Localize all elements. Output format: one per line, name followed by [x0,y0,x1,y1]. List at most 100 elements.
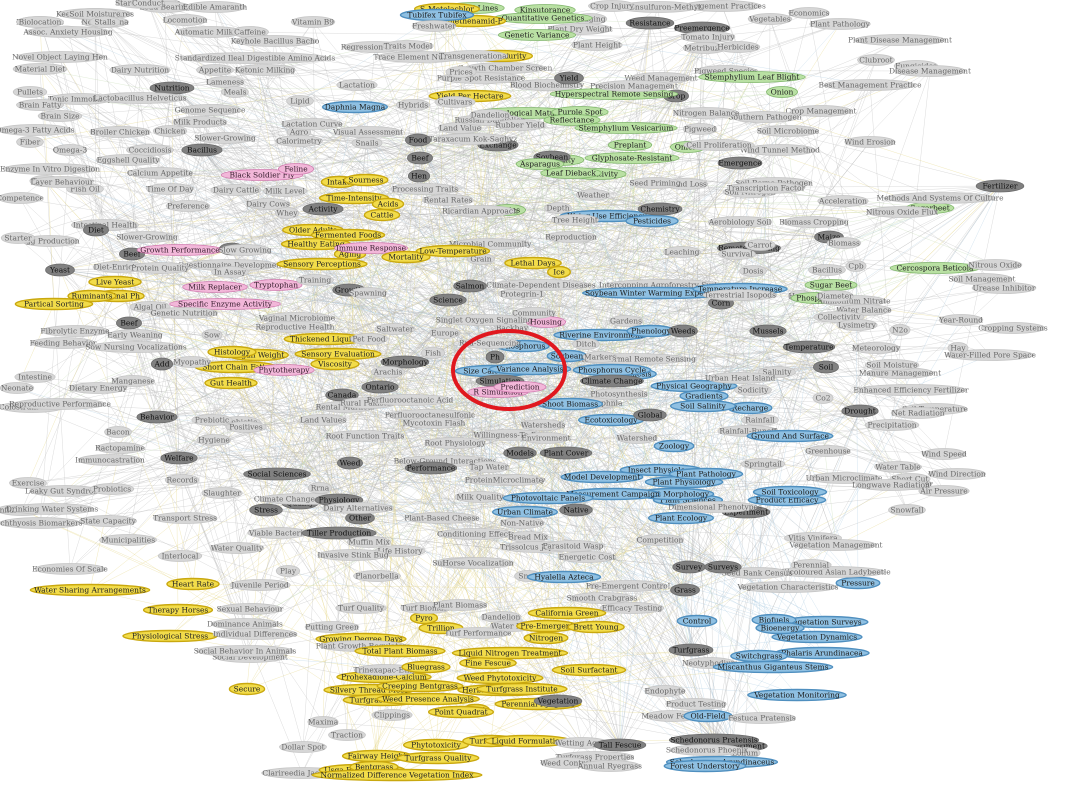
node-watershed[interactable]: Watershed [616,432,658,444]
node-standardized-ileal-digestible-amino-acids[interactable]: Standardized Ileal Digestible Amino Acid… [175,52,336,64]
node-salmon[interactable]: Salmon [453,279,487,293]
node-precipitation[interactable]: Precipitation [864,419,920,431]
node-caffeine[interactable]: Caffeine [231,26,269,38]
node-traits-model[interactable]: Traits Model [382,40,434,52]
node-novel-object-laying-hen[interactable]: Novel Object Laying Hen [12,51,108,63]
node-soil-toxicology[interactable]: Soil Toxicology [752,485,828,499]
node-precision-management[interactable]: Precision Management [590,80,678,92]
node-global[interactable]: Global [633,408,667,422]
node-prediction[interactable]: Prediction [493,381,547,393]
node-yield[interactable]: Yield [554,71,584,85]
node-perennial[interactable]: Perennial [790,559,832,571]
node-water-quality[interactable]: Water Quality [209,542,265,554]
node-social-sciences[interactable]: Social Sciences [243,467,311,481]
node-weed-phytotoxicity[interactable]: Weed Phytotoxicity [456,671,544,685]
node-rental-rates[interactable]: Rental Rates [422,194,474,206]
node-coccidiosis[interactable]: Coccidiosis [126,144,174,156]
node-cpb[interactable]: Cpb [845,260,867,272]
node-vegetation-monitoring[interactable]: Vegetation Monitoring [747,688,847,702]
node-intestine[interactable]: Intestine [14,371,56,383]
node-competition[interactable]: Competition [636,534,684,546]
node-fibrolytic-enzyme[interactable]: Fibrolytic Enzyme [40,325,110,337]
node-hygiene[interactable]: Hygiene [196,434,232,446]
node-sensory-perceptions[interactable]: Sensory Perceptions [276,257,368,271]
node-training[interactable]: Training [296,274,334,286]
node-vegetation[interactable]: Vegetation [533,694,583,708]
node-switchgrass[interactable]: Switchgrass [730,649,788,663]
node-slaughter[interactable]: Slaughter [201,487,243,499]
node-nutrition[interactable]: Nutrition [149,81,195,95]
node-omega-3[interactable]: Omega-3 [52,144,88,156]
node-hyalella-azteca[interactable]: Hyalella Azteca [526,570,602,584]
node-onion[interactable]: Onion [766,86,798,98]
node-ice[interactable]: Ice [547,265,572,279]
node-pigweed[interactable]: Pigweed [682,123,718,135]
node-biomass[interactable]: Biomass [826,237,862,249]
node-dairy-cattle[interactable]: Dairy Cattle [210,184,262,196]
node-neonate[interactable]: Neonate [0,382,35,394]
node-old-field[interactable]: Old-Field [683,709,733,723]
node-acceleration[interactable]: Acceleration [817,195,869,207]
node-early-weaning[interactable]: Early Weaning [107,329,163,341]
node-calcium-appetite[interactable]: Calcium Appetite [127,167,193,179]
node-plant-pathology[interactable]: Plant Pathology [668,467,744,481]
node-plant-based-cheese[interactable]: Plant-Based Cheese [404,512,480,524]
node-traction[interactable]: Traction [328,729,366,741]
node-partical-sorting[interactable]: Partical Sorting [14,297,94,311]
node-rainfall[interactable]: Rainfall [741,414,779,426]
node-dollar-spot[interactable]: Dollar Spot [279,741,327,753]
node-methods-and-systems-of-culture[interactable]: Methods And Systems Of Culture [876,192,1004,204]
node-plant-pathology[interactable]: Plant Pathology [809,18,871,30]
node-snails[interactable]: Snails [351,137,383,149]
node-reproductive-performance[interactable]: Reproductive Performance [9,398,112,410]
node-phenology[interactable]: Phenology [626,324,676,338]
node-slower-growing[interactable]: Slower-Growing [116,231,178,243]
node-growth-performance[interactable]: Growth Performance [136,244,224,256]
node-add[interactable]: Add [150,357,174,371]
node-models[interactable]: Models [503,446,537,460]
node-reproduction[interactable]: Reproduction [545,231,597,243]
node-root-function-traits[interactable]: Root Function Traits [326,430,405,442]
node-diameter[interactable]: Diameter [816,290,854,302]
node-chemistry[interactable]: Chemistry [637,202,683,216]
node-processing-traits[interactable]: Processing Traits [391,183,459,195]
node-nitrogen-balance[interactable]: Nitrogen Balance [673,107,740,119]
node-municipalities[interactable]: Municipalities [99,534,157,546]
node-hay[interactable]: Hay [947,342,969,354]
node-slow-growing[interactable]: Slow Growing [218,244,272,256]
node-gardens[interactable]: Gardens [608,315,644,327]
node-conditioning-effects[interactable]: Conditioning Effects [436,528,515,540]
node-feline[interactable]: Feline [277,163,314,175]
node-miscanthus-giganteus-stems[interactable]: Miscanthus Giganteus Stems [712,660,834,674]
node-festuca-pratensis[interactable]: Festuca Pratensis [728,712,796,724]
node-co2[interactable]: Co2 [812,392,834,404]
node-enhanced-efficiency-fertilizer[interactable]: Enhanced Efficiency Fertilizer [853,384,969,396]
node-conduct[interactable]: Conduct [130,0,166,9]
node-model-development[interactable]: Model Development [560,470,644,484]
node-nitrous-oxide-flux[interactable]: Nitrous Oxide Flux [866,206,939,218]
node-low-temperature[interactable]: Low-Temperature [415,244,491,258]
node-edible-amaranth[interactable]: Edible Amaranth [183,1,248,13]
node-ontario[interactable]: Ontario [361,380,399,394]
node-omega-3-fatty-acids[interactable]: Omega-3 Fatty Acids [0,124,75,136]
node-watersheds[interactable]: Watersheds [520,419,565,431]
node-spawning[interactable]: Spawning [349,287,387,299]
node-assoc-anxiety-housing[interactable]: Assoc. Anxiety Housing [22,26,113,38]
node-endophyte[interactable]: Endophyte [644,685,687,697]
node-milk-level[interactable]: Milk Level [262,185,308,197]
node-best-management-practice[interactable]: Best Management Practice [818,79,922,91]
node-ketonic-milking[interactable]: Ketonic Milking [234,64,296,76]
node-bacillus[interactable]: Bacillus [808,264,846,276]
node-grass[interactable]: Grass [670,583,700,597]
node-heart-rate[interactable]: Heart Rate [166,577,220,591]
node-genetic-nutrition[interactable]: Genetic Nutrition [150,307,218,319]
node-ichthyosis-biomarkers[interactable]: Ichthyosis Biomarkers [0,517,83,529]
node-interlocal[interactable]: Interlocal [157,550,203,562]
node-milk-replacer[interactable]: Milk Replacer [182,281,248,293]
node-bioenergy[interactable]: Bioenergy [755,621,805,635]
node-stalls[interactable]: Stalls [89,16,121,28]
node-seed-priming[interactable]: Seed Priming [629,177,681,189]
node-activity[interactable]: Activity [302,202,344,216]
node-lactobacillus-helveticus[interactable]: Lactobacillus Helveticus [93,92,187,104]
node-control[interactable]: Control [676,614,718,628]
